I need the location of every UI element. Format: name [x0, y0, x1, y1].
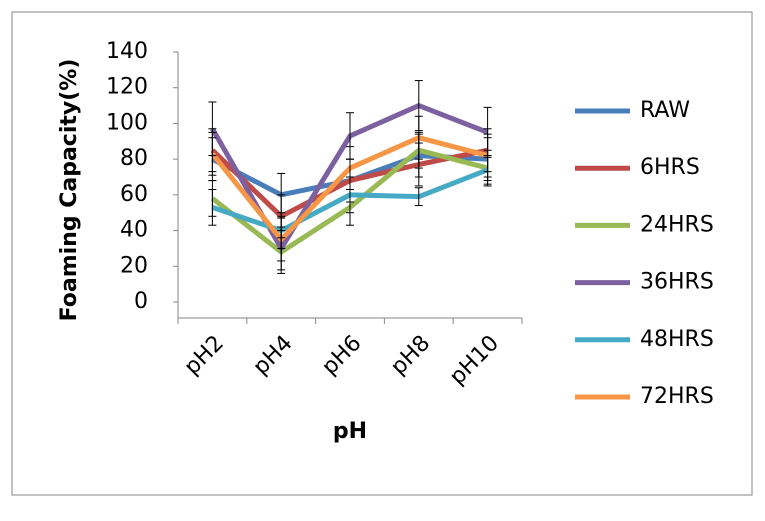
y-tick-label: 60	[120, 182, 148, 207]
y-tick-label: 40	[120, 218, 148, 243]
y-tick-label: 20	[120, 253, 148, 278]
y-tick-label: 80	[120, 146, 148, 171]
legend-label: 36HRS	[640, 270, 714, 295]
legend-label: 72HRS	[640, 384, 714, 409]
y-tick-label: 120	[106, 75, 148, 100]
error-bar	[208, 189, 217, 226]
error-bar	[483, 133, 492, 178]
legend-label: 6HRS	[640, 155, 700, 180]
chart-border	[11, 11, 753, 496]
y-tick-label: 100	[106, 110, 148, 135]
x-axis-title: pH	[333, 419, 367, 444]
error-bar	[208, 131, 217, 176]
y-axis-title: Foaming Capacity(%)	[57, 59, 82, 322]
legend-label: RAW	[640, 98, 690, 123]
legend-label: 48HRS	[640, 327, 714, 352]
legend-label: 24HRS	[640, 212, 714, 237]
error-bar	[414, 115, 423, 160]
y-tick-label: 140	[106, 39, 148, 64]
error-bar	[414, 187, 423, 207]
y-tick-label: 0	[134, 289, 148, 314]
error-bar	[346, 146, 354, 190]
error-bar	[277, 217, 286, 262]
